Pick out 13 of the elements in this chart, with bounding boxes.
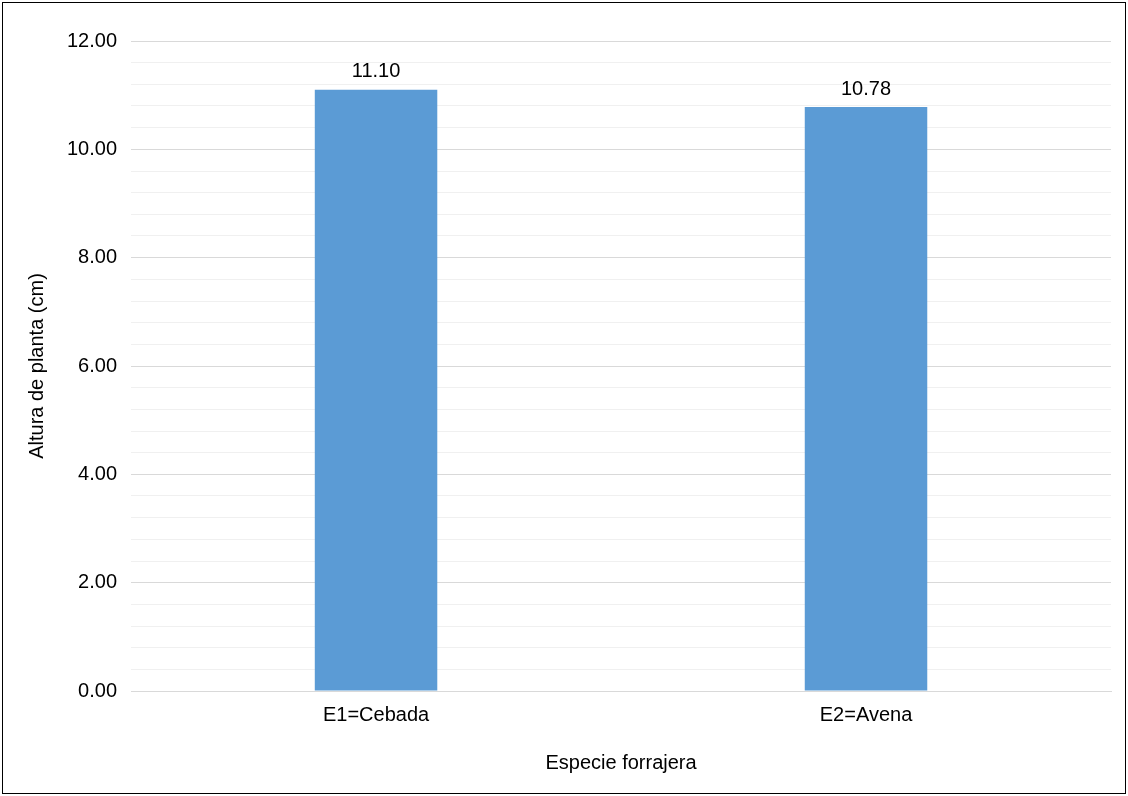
y-tick-label: 4.00 (78, 461, 118, 484)
y-axis-title: Altura de planta (cm) (24, 273, 47, 459)
x-tick-label: E2=Avena (819, 702, 914, 725)
y-tick-label: 10.00 (66, 136, 118, 159)
y-tick-label: 6.00 (78, 353, 118, 376)
y-tick-label: 2.00 (78, 570, 118, 593)
y-tick-label: 12.00 (66, 28, 118, 51)
y-tick-label: 0.00 (78, 678, 118, 701)
data-label: 10.78 (840, 76, 892, 99)
x-axis-title: Especie forrajera (545, 750, 698, 773)
data-label: 11.10 (351, 59, 401, 82)
y-tick-label: 8.00 (78, 245, 118, 268)
x-tick-label: E1=Cebada (322, 702, 431, 725)
